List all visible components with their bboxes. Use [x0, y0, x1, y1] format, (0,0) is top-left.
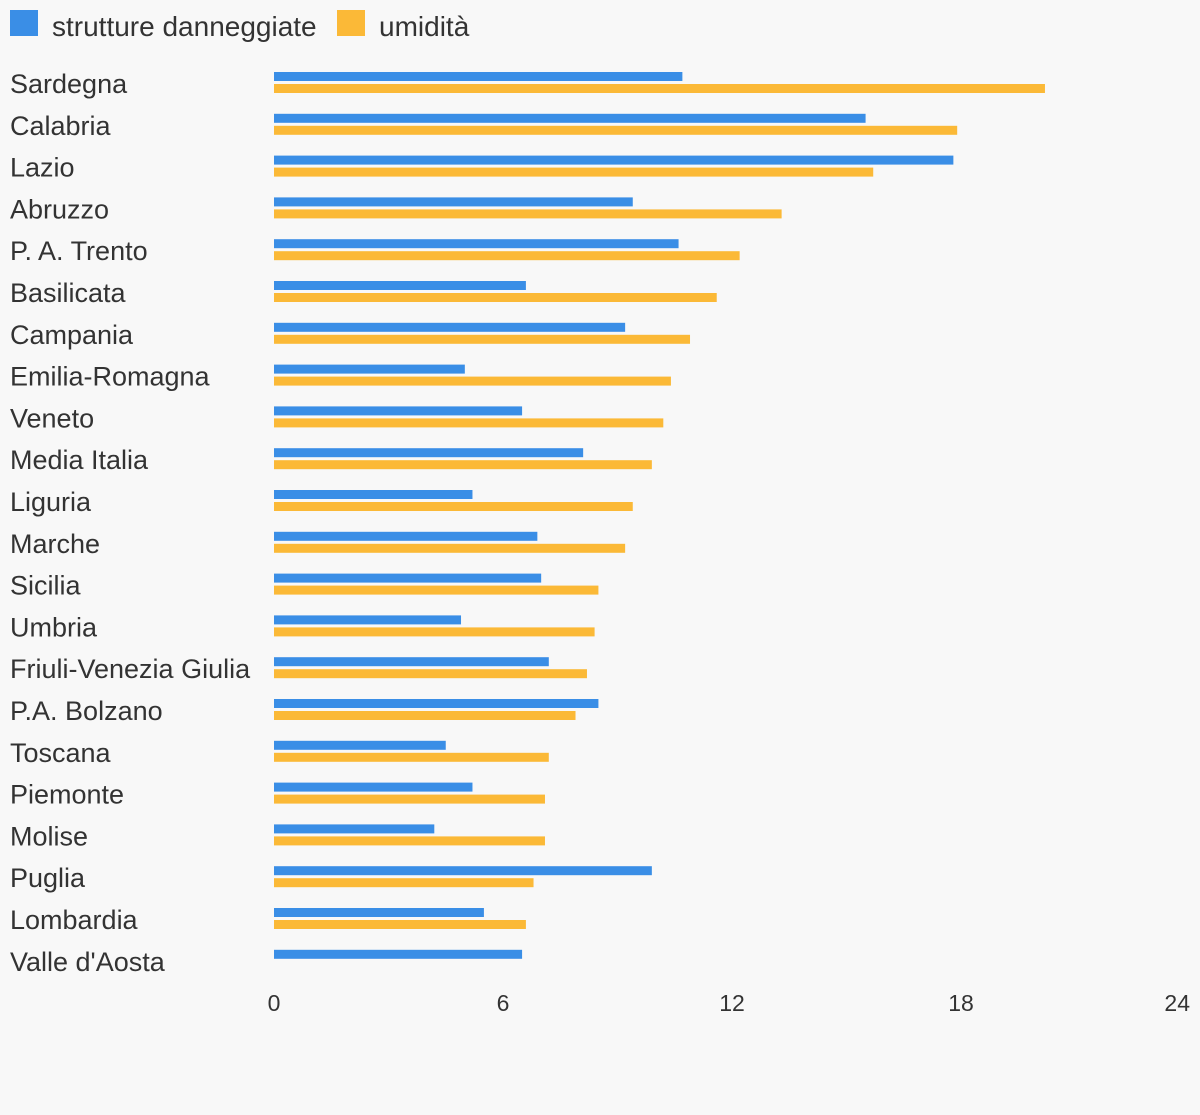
- bar-toscana-umidita: [274, 752, 549, 762]
- bar-piemonte-umidita: [274, 794, 545, 804]
- bar-abruzzo-strutture-danneggiate: [274, 197, 633, 207]
- bar-campania-umidita: [274, 334, 691, 344]
- category-label-sardegna: Sardegna: [10, 69, 128, 99]
- category-label-puglia: Puglia: [10, 863, 86, 893]
- bars: [274, 72, 1045, 959]
- category-label-emilia-romagna: Emilia-Romagna: [10, 362, 211, 392]
- category-label-p-a-trento: P. A. Trento: [10, 236, 148, 266]
- bar-puglia-strutture-danneggiate: [274, 866, 652, 876]
- bar-veneto-strutture-danneggiate: [274, 406, 523, 416]
- bar-puglia-umidita: [274, 878, 534, 888]
- category-label-marche: Marche: [10, 529, 100, 559]
- bar-p-a-bolzano-umidita: [274, 711, 576, 720]
- x-axis: 0 6 12 18 24: [268, 990, 1191, 1016]
- bar-marche-umidita: [274, 543, 626, 553]
- bar-sardegna-umidita: [274, 84, 1045, 93]
- legend-swatch-umidita: [337, 10, 365, 36]
- bar-media-italia-strutture-danneggiate: [274, 448, 584, 458]
- category-label-molise: Molise: [10, 821, 88, 851]
- category-label-valle-d-aosta: Valle d'Aosta: [10, 947, 166, 977]
- bar-lombardia-strutture-danneggiate: [274, 908, 484, 917]
- x-tick-label-24: 24: [1164, 990, 1190, 1016]
- bar-emilia-romagna-umidita: [274, 376, 671, 386]
- bar-liguria-umidita: [274, 502, 633, 511]
- bar-p-a-trento-umidita: [274, 251, 740, 261]
- legend-swatch-strutture-danneggiate: [10, 10, 38, 36]
- x-tick-label-6: 6: [497, 990, 510, 1016]
- bar-toscana-strutture-danneggiate: [274, 740, 446, 750]
- bar-calabria-umidita: [274, 125, 958, 135]
- category-label-media-italia: Media Italia: [10, 445, 149, 475]
- bar-piemonte-strutture-danneggiate: [274, 782, 473, 792]
- category-label-friuli-venezia-giulia: Friuli-Venezia Giulia: [10, 654, 251, 684]
- category-label-campania: Campania: [10, 320, 134, 350]
- category-label-basilicata: Basilicata: [10, 278, 127, 308]
- bar-molise-umidita: [274, 836, 545, 846]
- category-label-lazio: Lazio: [10, 153, 75, 183]
- x-tick-label-12: 12: [719, 990, 745, 1016]
- category-label-toscana: Toscana: [10, 738, 112, 768]
- x-tick-label-18: 18: [948, 990, 974, 1016]
- bar-lazio-umidita: [274, 167, 874, 177]
- bar-p-a-trento-strutture-danneggiate: [274, 239, 679, 249]
- bar-media-italia-umidita: [274, 460, 652, 470]
- legend-label-umidita: umidità: [379, 11, 470, 42]
- category-label-umbria: Umbria: [10, 612, 98, 642]
- bar-calabria-strutture-danneggiate: [274, 113, 866, 123]
- category-label-sicilia: Sicilia: [10, 571, 82, 601]
- category-label-lombardia: Lombardia: [10, 905, 139, 935]
- legend: strutture danneggiate umidità: [10, 10, 470, 42]
- bar-sicilia-umidita: [274, 585, 599, 595]
- bar-liguria-strutture-danneggiate: [274, 490, 473, 499]
- category-label-p-a-bolzano: P.A. Bolzano: [10, 696, 163, 726]
- bar-campania-strutture-danneggiate: [274, 322, 626, 332]
- category-label-veneto: Veneto: [10, 403, 94, 433]
- bar-sardegna-strutture-danneggiate: [274, 72, 683, 81]
- x-tick-label-0: 0: [268, 990, 281, 1016]
- bar-umbria-strutture-danneggiate: [274, 615, 462, 625]
- category-label-piemonte: Piemonte: [10, 780, 124, 810]
- category-label-liguria: Liguria: [10, 487, 92, 517]
- bar-veneto-umidita: [274, 418, 664, 428]
- category-labels: Sardegna Calabria Lazio Abruzzo P. A. Trento…: [10, 69, 251, 977]
- bar-marche-strutture-danneggiate: [274, 531, 538, 541]
- bar-basilicata-umidita: [274, 293, 717, 302]
- bar-molise-strutture-danneggiate: [274, 824, 435, 834]
- bar-emilia-romagna-strutture-danneggiate: [274, 364, 465, 374]
- legend-label-strutture-danneggiate: strutture danneggiate: [52, 11, 317, 42]
- bar-friuli-venezia-giulia-umidita: [274, 669, 587, 679]
- bar-sicilia-strutture-danneggiate: [274, 573, 542, 583]
- bar-umbria-umidita: [274, 627, 595, 637]
- bar-lombardia-umidita: [274, 920, 526, 929]
- bar-abruzzo-umidita: [274, 209, 782, 219]
- bar-friuli-venezia-giulia-strutture-danneggiate: [274, 657, 549, 667]
- bar-valle-d-aosta-strutture-danneggiate: [274, 949, 523, 959]
- category-label-calabria: Calabria: [10, 111, 112, 141]
- category-label-abruzzo: Abruzzo: [10, 194, 109, 224]
- bar-basilicata-strutture-danneggiate: [274, 281, 526, 290]
- bar-lazio-strutture-danneggiate: [274, 155, 954, 165]
- bar-p-a-bolzano-strutture-danneggiate: [274, 699, 599, 708]
